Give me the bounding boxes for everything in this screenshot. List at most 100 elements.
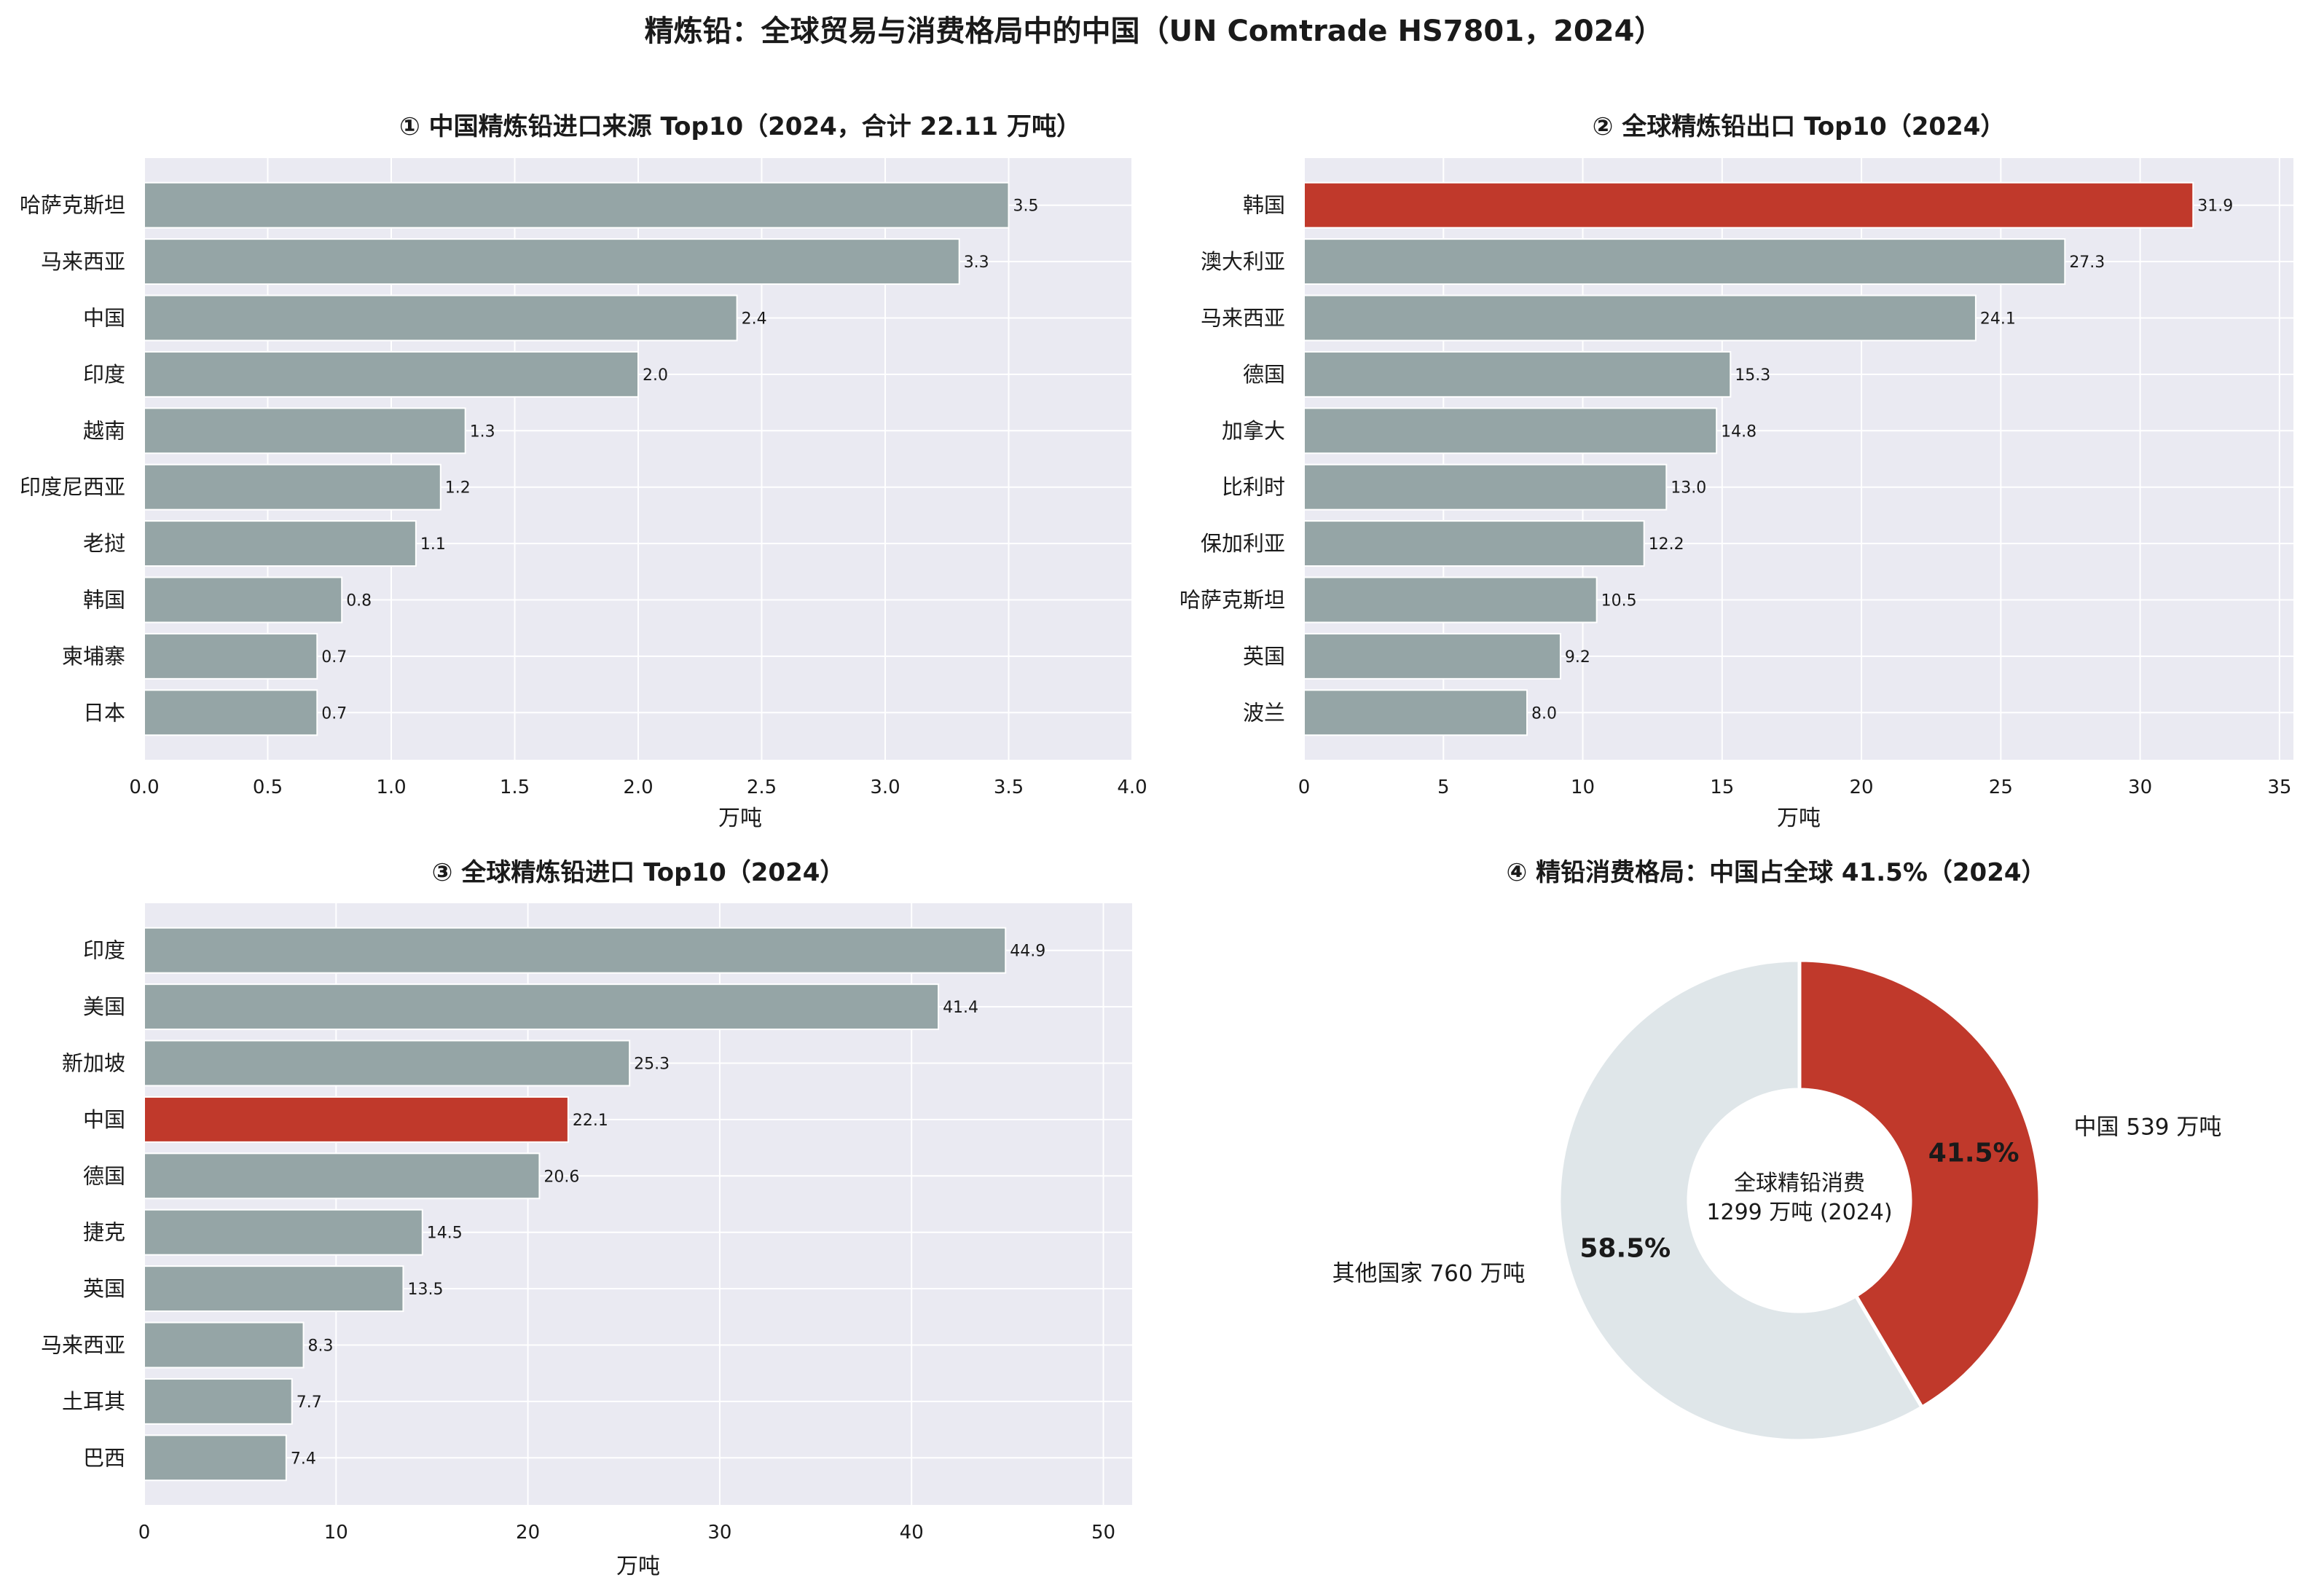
- bar: [1303, 463, 1668, 511]
- bar-value-label: 3.3: [964, 253, 989, 272]
- bar: [144, 927, 1007, 974]
- bar-value-label: 0.7: [321, 704, 347, 723]
- slice-percent-label: 41.5%: [1928, 1139, 2019, 1168]
- bar-value-label: 13.5: [407, 1281, 443, 1299]
- x-tick-label: 30: [707, 1522, 731, 1544]
- category-label: 中国: [83, 306, 125, 331]
- panel-title: ③ 全球精炼铅进口 Top10（2024）: [432, 858, 845, 887]
- bar: [144, 520, 417, 567]
- bar-value-label: 22.1: [573, 1112, 608, 1130]
- category-label: 印度尼西亚: [20, 475, 125, 500]
- category-label: 老挝: [83, 531, 125, 556]
- category-label: 马来西亚: [41, 249, 125, 274]
- x-tick-label: 30: [2128, 777, 2152, 798]
- bar-value-label: 20.6: [543, 1168, 579, 1186]
- bar-value-label: 8.0: [1531, 704, 1557, 723]
- x-tick-label: 10: [1571, 777, 1595, 798]
- bar-value-label: 1.3: [470, 422, 495, 441]
- bar-value-label: 2.4: [742, 310, 767, 329]
- bar: [144, 1321, 305, 1369]
- bar: [144, 1096, 569, 1143]
- bar-value-label: 8.3: [308, 1337, 334, 1356]
- bar-value-label: 41.4: [943, 999, 978, 1017]
- category-label: 印度: [83, 938, 125, 963]
- bar: [144, 181, 1010, 229]
- x-tick-label: 1.0: [376, 777, 406, 798]
- category-label: 美国: [83, 994, 125, 1019]
- panel-title: ① 中国精炼铅进口来源 Top10（2024，合计 22.11 万吨）: [399, 112, 1081, 141]
- panel-title: ② 全球精炼铅出口 Top10（2024）: [1593, 112, 2006, 141]
- bar: [1303, 407, 1718, 455]
- category-label: 柬埔寨: [62, 644, 125, 669]
- bar-value-label: 13.0: [1671, 479, 1706, 498]
- import-sources-bar-chart: 0.0 0.5 1.0 1.5 2.0 2.5 3.0 3.5 4.0 3.5 哈萨克斯坦 3.3 马来…: [20, 112, 1147, 831]
- bar-value-label: 15.3: [1735, 366, 1770, 385]
- bar-value-label: 14.8: [1721, 422, 1756, 441]
- bar-value-label: 7.4: [291, 1450, 316, 1468]
- category-label: 中国: [83, 1107, 125, 1132]
- bar-value-label: 7.7: [297, 1393, 322, 1412]
- x-tick-label: 20: [516, 1522, 540, 1544]
- x-axis-label: 万吨: [718, 806, 762, 831]
- bar: [144, 1039, 631, 1087]
- x-tick-label: 0: [1298, 777, 1311, 798]
- donut-slice: [1797, 958, 2042, 1410]
- category-label: 韩国: [83, 588, 125, 613]
- bar: [1303, 689, 1528, 736]
- category-label: 英国: [1243, 644, 1285, 669]
- donut-center-total: 1299 万吨 (2024): [1706, 1200, 1892, 1225]
- bar: [144, 1434, 287, 1482]
- bar: [144, 1265, 404, 1313]
- bar-value-label: 0.7: [321, 648, 347, 667]
- x-tick-label: 40: [900, 1522, 924, 1544]
- bar-value-label: 0.8: [346, 592, 372, 610]
- bar-value-label: 3.5: [1013, 197, 1039, 216]
- global-exports-bar-chart: 0 5 10 15 20 25 30 35 31.9 韩国 27.3 澳大利亚 24.1 马来西亚 15.3…: [1179, 112, 2293, 831]
- bar: [144, 576, 343, 624]
- panel-title: ④ 精铅消费格局：中国占全球 41.5%（2024）: [1506, 858, 2046, 887]
- bar: [1303, 632, 1561, 680]
- x-tick-label: 3.5: [994, 777, 1024, 798]
- bar: [144, 294, 738, 342]
- category-label: 波兰: [1243, 700, 1285, 725]
- bar: [1303, 238, 2066, 286]
- x-tick-label: 15: [1710, 777, 1734, 798]
- x-tick-label: 4.0: [1117, 777, 1147, 798]
- donut-slice: [1557, 958, 1925, 1443]
- figure-title: 精炼铅：全球贸易与消费格局中的中国（UN Comtrade HS7801，202…: [644, 15, 1664, 48]
- donut-center-title: 全球精铅消费: [1734, 1171, 1865, 1196]
- bar-value-label: 14.5: [427, 1224, 463, 1243]
- bar: [1303, 520, 1645, 567]
- slice-percent-label: 58.5%: [1579, 1233, 1671, 1263]
- x-tick-label: 20: [1850, 777, 1874, 798]
- x-axis-label: 万吨: [1777, 806, 1821, 831]
- bar: [144, 1377, 293, 1425]
- category-label: 马来西亚: [1201, 306, 1285, 331]
- bar: [144, 983, 940, 1031]
- bar-value-label: 12.2: [1649, 535, 1684, 554]
- category-label: 澳大利亚: [1201, 249, 1285, 274]
- category-label: 德国: [83, 1163, 125, 1188]
- slice-label: 中国 539 万吨: [2074, 1115, 2222, 1141]
- x-tick-label: 0.0: [129, 777, 159, 798]
- category-label: 哈萨克斯坦: [20, 193, 125, 218]
- category-label: 德国: [1243, 362, 1285, 387]
- bar-value-label: 1.2: [445, 479, 471, 498]
- category-label: 加拿大: [1222, 418, 1285, 443]
- bar-value-label: 24.1: [1980, 310, 2016, 329]
- bar: [144, 1208, 423, 1256]
- bar-value-label: 31.9: [2197, 197, 2233, 216]
- x-tick-label: 3.0: [870, 777, 900, 798]
- x-tick-label: 5: [1437, 777, 1450, 798]
- category-label: 哈萨克斯坦: [1179, 588, 1285, 613]
- bar-value-label: 10.5: [1601, 592, 1637, 610]
- category-label: 土耳其: [62, 1389, 125, 1414]
- x-tick-label: 50: [1091, 1522, 1115, 1544]
- consumption-donut-chart: ④ 精铅消费格局：中国占全球 41.5%（2024） 41.5% 中国 539 万吨…: [1332, 858, 2222, 1443]
- bar-value-label: 1.1: [420, 535, 446, 554]
- category-label: 巴西: [83, 1445, 125, 1470]
- x-tick-label: 2.0: [623, 777, 653, 798]
- bar: [144, 463, 441, 511]
- bar: [144, 407, 466, 455]
